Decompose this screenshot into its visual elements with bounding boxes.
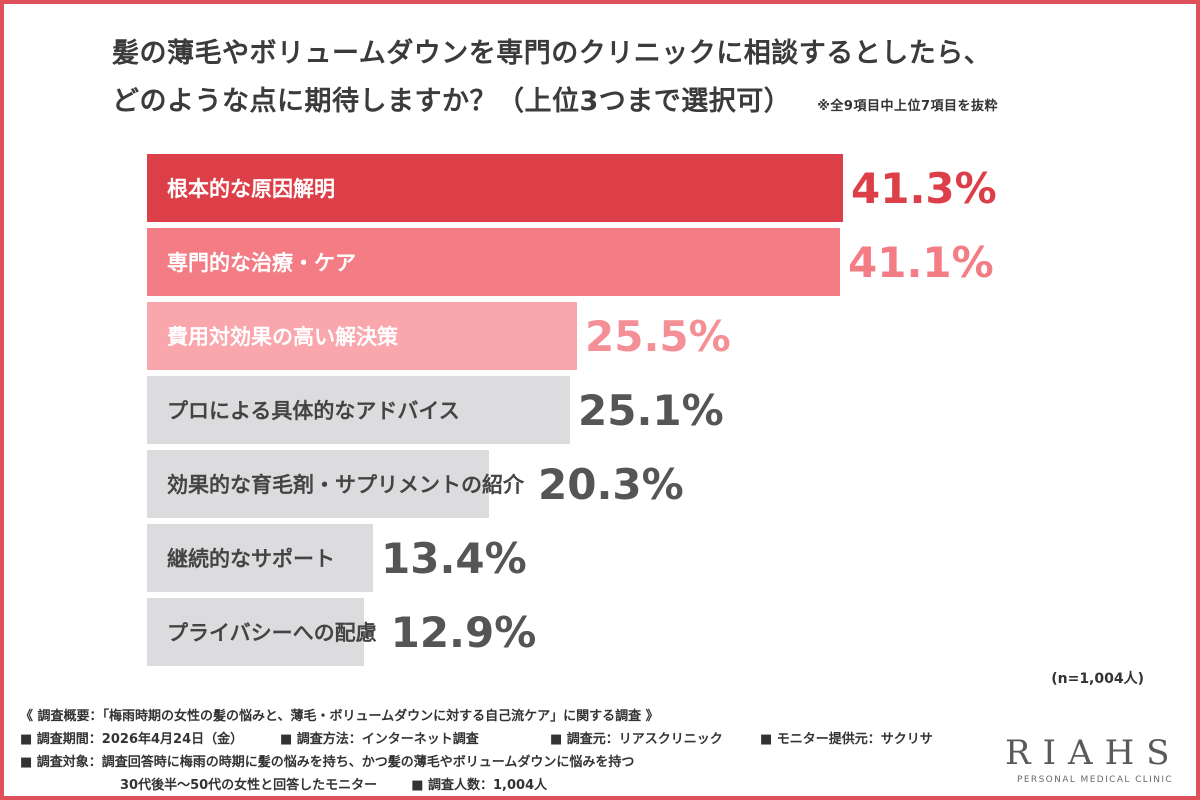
survey-count: ■ 調査人数：1,004人 [411,778,548,793]
bar-6 [147,598,364,666]
bar-label-1: 専門的な治療・ケア [167,251,356,275]
bar-label-5: 継続的なサポート [167,547,335,571]
logo-wordmark: RIAHS [1005,733,1182,773]
value-label-2: 25.5% [585,312,731,361]
logo-tagline: PERSONAL MEDICAL CLINIC [1017,775,1174,785]
subset-note: ※全9項目中上位7項目を抜粋 [817,99,999,114]
value-label-4: 20.3% [538,460,684,509]
value-label-0: 41.3% [851,164,997,213]
bar-2 [147,302,577,370]
survey-method: ■ 調査方法：インターネット調査 [280,732,479,747]
title-line-1: 髪の薄毛やボリュームダウンを専門のクリニックに相談するとしたら、 [112,38,992,69]
bar-4 [147,450,489,518]
survey-summary: 《 調査概要：「梅雨時期の女性の髪の悩みと、薄毛・ボリュームダウンに対する自己流… [20,709,659,724]
value-label-5: 13.4% [381,534,527,583]
sample-size: (n=1,004人) [1051,671,1144,687]
survey-overview: 《 調査概要：「梅雨時期の女性の髪の悩みと、薄毛・ボリュームダウンに対する自己流… [20,705,1000,797]
value-label-3: 25.1% [578,386,724,435]
survey-target-detail: 30代後半〜50代の女性と回答したモニター [120,778,378,793]
survey-target: ■ 調査対象：調査回答時に梅雨の時期に髪の悩みを持ち、かつ髪の薄毛やボリュームダ… [20,755,635,770]
brand-logo: RIAHS PERSONAL MEDICAL CLINIC [1005,733,1185,793]
bar-0 [147,154,843,222]
bar-3 [147,376,570,444]
bar-5 [147,524,373,592]
bar-label-4: 効果的な育毛剤・サプリメントの紹介 [167,473,525,497]
survey-source: ■ 調査元：リアスクリニック [550,732,723,747]
value-label-1: 41.1% [848,238,994,287]
chart-title: 髪の薄毛やボリュームダウンを専門のクリニックに相談するとしたら、 どのような点に… [112,30,1152,131]
bar-label-2: 費用対効果の高い解決策 [167,325,399,349]
bar-1 [147,228,840,296]
title-line-2: どのような点に期待しますか？（上位3つまで選択可） [112,86,792,117]
bar-label-6: プライバシーへの配慮 [167,621,377,645]
survey-monitor: ■ モニター提供元：サクリサ [760,732,933,747]
survey-period: ■ 調査期間：2026年4月24日（金） [20,732,244,747]
bar-label-0: 根本的な原因解明 [167,177,335,201]
value-label-6: 12.9% [391,608,537,657]
bar-label-3: プロによる具体的なアドバイス [167,399,460,423]
